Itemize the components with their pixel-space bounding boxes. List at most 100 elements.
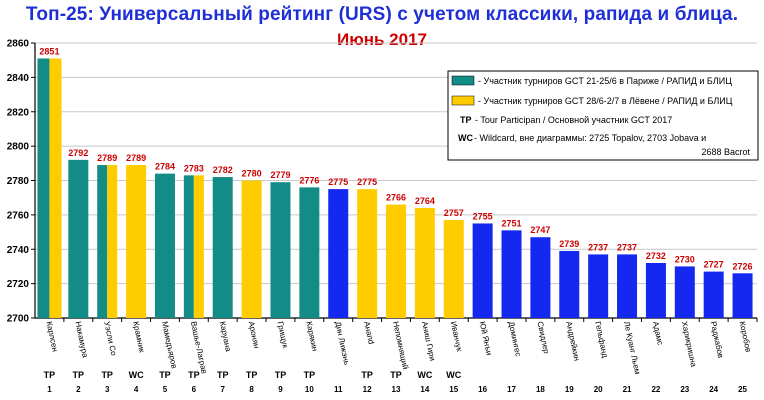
x-tick-label: Домингес	[507, 321, 523, 358]
data-label: 2739	[559, 239, 579, 249]
bar-other	[530, 237, 551, 318]
legend-swatch-paris	[451, 75, 475, 86]
x-tick-label: Карякин	[304, 321, 319, 352]
y-tick-label: 2800	[7, 142, 30, 153]
x-tick-label: Андрейкин	[564, 321, 581, 362]
x-tick-label: Ле Куанг Льем	[622, 321, 642, 376]
data-label: 2747	[530, 225, 550, 235]
rank-label: 6	[192, 385, 197, 394]
data-label: 2792	[68, 148, 88, 158]
participant-tag: TP	[304, 370, 316, 380]
bar-other	[674, 266, 695, 318]
rank-label: 23	[680, 385, 689, 394]
bar-leuven	[107, 165, 118, 318]
x-tick-label: Карлсен	[44, 321, 59, 353]
bar-paris	[37, 58, 50, 318]
rank-label: 7	[220, 385, 225, 394]
rank-label: 16	[478, 385, 487, 394]
data-label: 2851	[39, 46, 59, 56]
bar-paris	[212, 177, 233, 318]
data-label: 2755	[473, 211, 493, 221]
x-tick-label: Каруана	[218, 321, 233, 353]
data-label: 2726	[733, 261, 753, 271]
bar-leuven	[241, 180, 262, 318]
y-tick-label: 2820	[7, 107, 30, 118]
rank-label: 22	[651, 385, 660, 394]
participant-tag: TP	[361, 370, 373, 380]
rank-label: 12	[363, 385, 372, 394]
rank-label: 9	[278, 385, 283, 394]
bar-leuven	[126, 165, 147, 318]
x-tick-label: Свидлер	[535, 321, 551, 355]
rank-label: 13	[392, 385, 401, 394]
bar-paris	[270, 182, 291, 318]
y-tick-label: 2720	[7, 279, 30, 290]
y-tick-label: 2860	[7, 39, 30, 50]
rank-label: 14	[420, 385, 429, 394]
data-label: 2784	[155, 162, 175, 172]
data-label: 2766	[386, 193, 406, 203]
bar-other	[501, 230, 522, 318]
x-tick-label: Дин Лижэнь	[333, 321, 351, 366]
y-tick-label: 2840	[7, 73, 30, 84]
bar-other	[617, 254, 638, 318]
bar-other	[703, 271, 724, 318]
y-tick-label: 2780	[7, 176, 30, 187]
rank-label: 1	[47, 385, 52, 394]
participant-tag: TP	[101, 370, 113, 380]
bar-paris	[183, 175, 194, 318]
bar-other	[588, 254, 609, 318]
legend-tp-key: TP	[460, 115, 472, 125]
participant-tag: WC	[129, 370, 144, 380]
y-tick-label: 2760	[7, 210, 30, 221]
legend-label-paris: - Участник турниров GCT 21-25/6 в Париже…	[478, 76, 732, 86]
bar-other	[559, 250, 580, 318]
data-label: 2782	[213, 165, 233, 175]
bar-other	[645, 263, 666, 318]
data-label: 2783	[184, 163, 204, 173]
x-tick-label: Крамник	[131, 321, 146, 354]
x-tick-label: Вашье-Лаграв	[189, 321, 209, 375]
rank-label: 21	[623, 385, 632, 394]
participant-tag: TP	[159, 370, 171, 380]
x-tick-label: Анand	[362, 321, 376, 345]
rank-label: 11	[334, 385, 343, 394]
x-tick-label: Непомнящий	[391, 321, 410, 371]
legend-wc-text: - Wildcard, вне диаграммы: 2725 Topalov,…	[474, 133, 706, 143]
data-label: 2764	[415, 196, 435, 206]
x-tick-label: Адамс	[651, 321, 665, 346]
legend-wc-text-2: 2688 Bacrot	[701, 147, 750, 157]
data-label: 2730	[675, 254, 695, 264]
bar-leuven	[357, 189, 378, 318]
rank-label: 2	[76, 385, 81, 394]
data-label: 2737	[617, 242, 637, 252]
x-tick-label: Накамура	[73, 321, 90, 359]
data-label: 2757	[444, 208, 464, 218]
bar-paris	[97, 165, 108, 318]
bar-paris	[299, 187, 320, 318]
data-label: 2775	[328, 177, 348, 187]
bar-paris	[68, 159, 89, 318]
y-tick-label: 2740	[7, 245, 30, 256]
rank-label: 20	[594, 385, 603, 394]
bar-other	[732, 273, 753, 318]
bar-leuven	[443, 220, 464, 318]
x-tick-label: Коробов	[738, 321, 753, 353]
participant-tag: TP	[217, 370, 229, 380]
bar-leuven	[193, 175, 204, 318]
chart-title: Топ-25: Универсальный рейтинг (URS) с уч…	[25, 4, 739, 25]
data-label: 2776	[299, 175, 319, 185]
participant-tag: TP	[246, 370, 258, 380]
data-label: 2780	[242, 169, 262, 179]
x-tick-label: Иванчук	[449, 321, 464, 353]
x-tick-label: Уэсли Со	[102, 321, 118, 357]
bar-leuven	[386, 204, 406, 318]
participant-tag: TP	[275, 370, 287, 380]
rank-label: 25	[738, 385, 747, 394]
x-tick-label: Аниш Гири	[420, 321, 437, 362]
data-label: 2751	[502, 218, 522, 228]
participant-tag: TP	[188, 370, 200, 380]
rank-label: 4	[134, 385, 139, 394]
